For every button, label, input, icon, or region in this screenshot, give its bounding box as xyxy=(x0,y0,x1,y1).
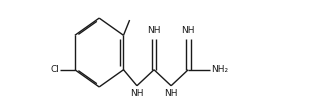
Text: NH: NH xyxy=(165,89,178,98)
Text: NH₂: NH₂ xyxy=(211,65,228,74)
Text: NH: NH xyxy=(147,26,161,35)
Text: Cl: Cl xyxy=(50,65,59,74)
Text: NH: NH xyxy=(181,26,195,35)
Text: NH: NH xyxy=(130,89,143,98)
